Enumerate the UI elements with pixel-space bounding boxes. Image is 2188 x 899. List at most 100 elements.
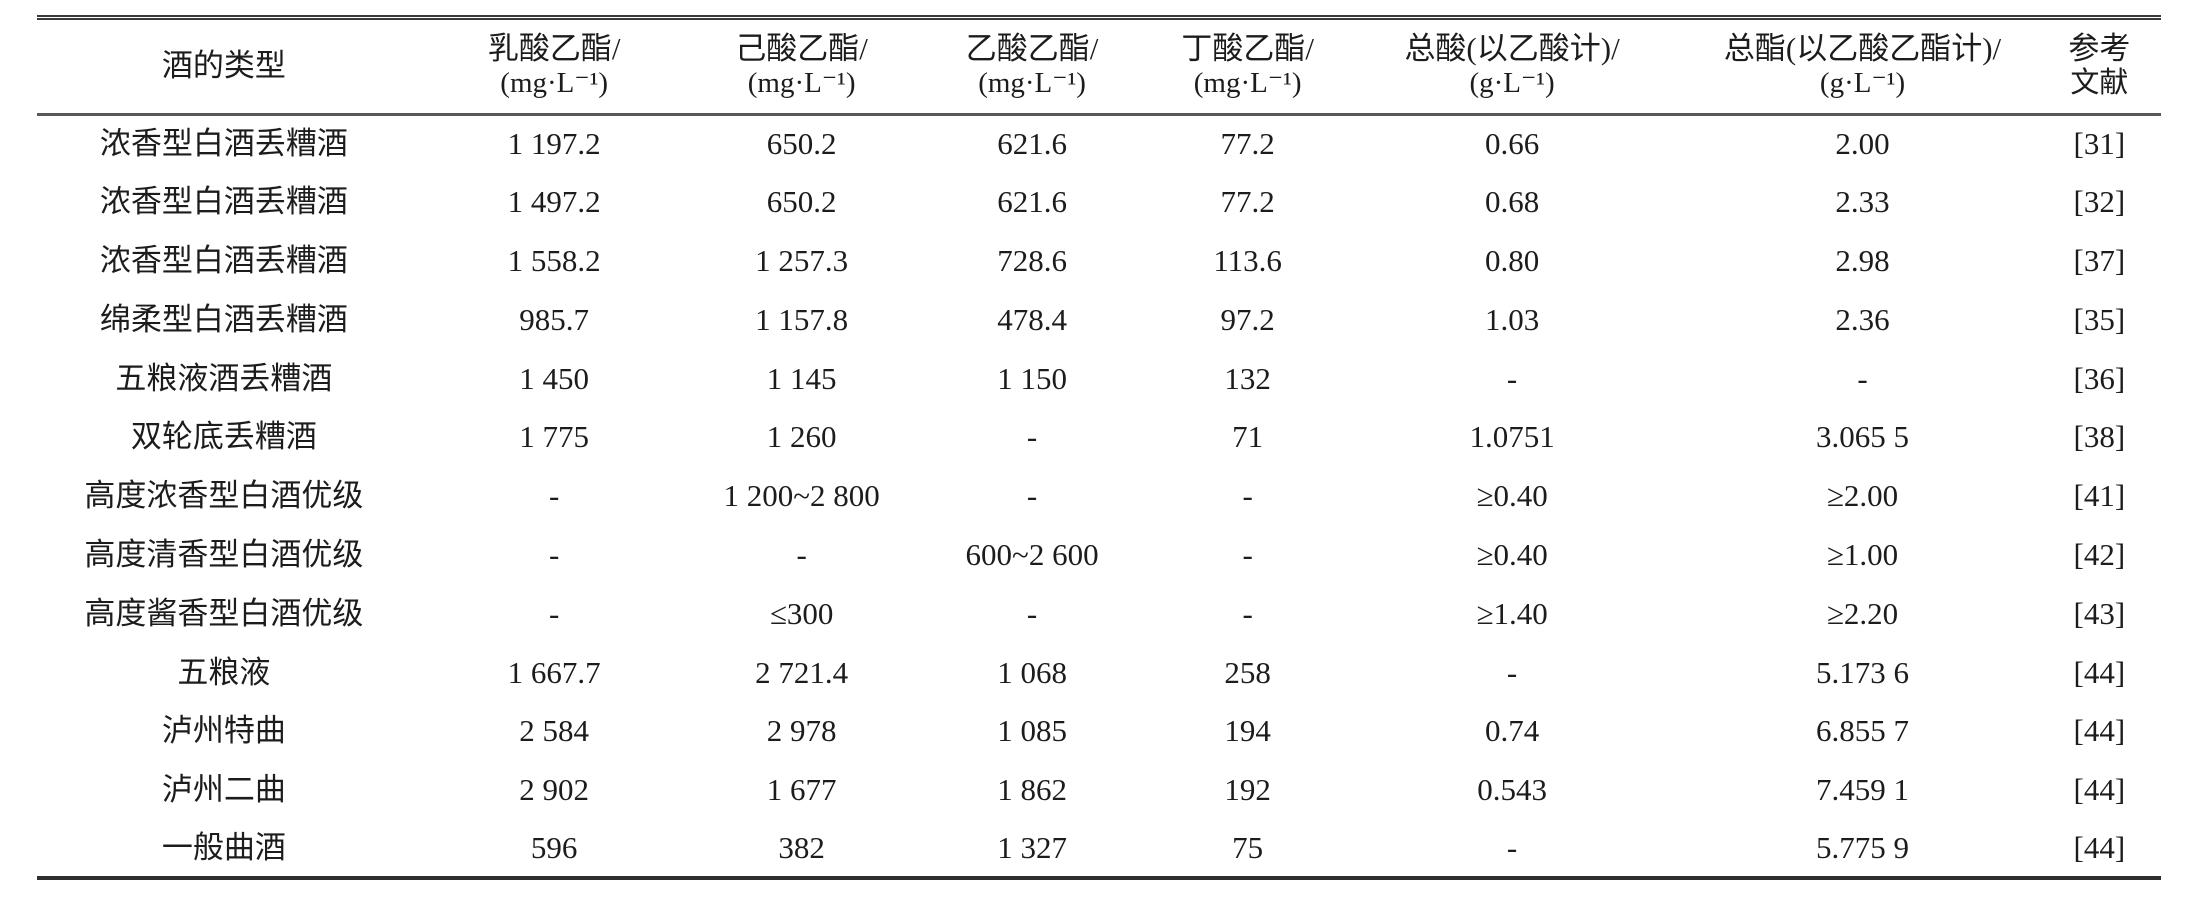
- liquor-type-cell: 浓香型白酒丢糟酒: [99, 126, 348, 162]
- value-cell: 1.0751: [1469, 419, 1555, 455]
- column-header: 丁酸乙酯/(mg·L⁻¹): [1158, 20, 1336, 114]
- column-header: 乳酸乙酯/(mg·L⁻¹): [411, 20, 698, 114]
- value-cell: 6.855 7: [1816, 713, 1910, 749]
- value-cell: 1 450: [519, 360, 590, 396]
- reference-cell: [36]: [2073, 360, 2126, 396]
- liquor-type-cell: 高度浓香型白酒优级: [84, 478, 364, 514]
- column-header-line1: 总酸(以乙酸计)/: [1404, 31, 1620, 67]
- value-cell: 2.36: [1835, 301, 1890, 337]
- value-cell: 650.2: [766, 126, 837, 162]
- table-row: 浓香型白酒丢糟酒 1 197.2 650.2 621.6 77.2 0.66 2.00 [31…: [37, 114, 2161, 173]
- value-cell: ≥0.40: [1476, 537, 1548, 572]
- table-top-rule: [37, 15, 2161, 20]
- value-cell: 0.543: [1477, 772, 1547, 808]
- reference-cell: [43]: [2073, 595, 2126, 631]
- value-cell: 985.7: [519, 301, 590, 337]
- value-cell: 600~2 600: [965, 537, 1099, 572]
- column-header-line1: 酒的类型: [161, 48, 286, 84]
- column-header: 参考 文献: [2038, 20, 2161, 114]
- table-row: 浓香型白酒丢糟酒 1 558.2 1 257.3 728.6 113.6 0.80 2.98…: [37, 232, 2161, 291]
- value-cell: ≥1.40: [1476, 595, 1548, 631]
- value-cell: 2.00: [1835, 126, 1890, 162]
- value-cell: 7.459 1: [1816, 772, 1910, 808]
- column-header-unit: (mg·L⁻¹): [747, 67, 856, 100]
- column-header-line1: 总酯(以乙酸乙酯计)/: [1723, 31, 2002, 67]
- value-cell: ≥0.40: [1476, 478, 1548, 514]
- liquor-type-cell: 高度清香型白酒优级: [84, 537, 364, 572]
- value-cell: 1 157.8: [755, 301, 849, 337]
- table-header: 酒的类型 乳酸乙酯/(mg·L⁻¹) 己酸乙酯/(mg·L⁻¹) 乙酸乙酯/(mg·L…: [37, 20, 2161, 114]
- value-cell: 621.6: [997, 184, 1067, 220]
- reference-cell: [37]: [2073, 243, 2126, 279]
- liquor-type-cell: 泸州特曲: [161, 713, 286, 749]
- column-header: 总酸(以乙酸计)/(g·L⁻¹): [1337, 20, 1687, 114]
- value-cell: 97.2: [1220, 301, 1275, 337]
- column-header-line1: 丁酸乙酯/: [1181, 31, 1314, 67]
- column-header-line1: 己酸乙酯/: [735, 31, 868, 67]
- column-header: 酒的类型: [37, 20, 411, 114]
- value-cell: -: [1857, 360, 1868, 396]
- value-cell: -: [1506, 654, 1518, 690]
- value-cell: 1 197.2: [507, 126, 601, 162]
- reference-cell: [38]: [2073, 419, 2126, 455]
- value-cell: 77.2: [1220, 184, 1275, 220]
- table-container: 酒的类型 乳酸乙酯/(mg·L⁻¹) 己酸乙酯/(mg·L⁻¹) 乙酸乙酯/(mg·L…: [37, 15, 2161, 881]
- value-cell: 1 260: [766, 419, 837, 455]
- value-cell: 0.66: [1484, 126, 1540, 162]
- value-cell: -: [549, 478, 560, 514]
- column-header-unit: 文献: [2070, 67, 2129, 100]
- liquor-type-cell: 五粮液酒丢糟酒: [115, 360, 333, 396]
- value-cell: 113.6: [1213, 243, 1282, 279]
- value-cell: 0.80: [1484, 243, 1540, 279]
- value-cell: 1 085: [997, 713, 1067, 749]
- value-cell: 1 200~2 800: [723, 478, 880, 514]
- value-cell: 2 978: [766, 713, 837, 749]
- column-header-line1: 参考: [2068, 31, 2131, 67]
- liquor-ester-content-table: 酒的类型 乳酸乙酯/(mg·L⁻¹) 己酸乙酯/(mg·L⁻¹) 乙酸乙酯/(mg·L…: [37, 20, 2161, 881]
- liquor-type-cell: 浓香型白酒丢糟酒: [99, 243, 348, 279]
- value-cell: 1 257.3: [755, 243, 849, 279]
- value-cell: 2 721.4: [755, 654, 849, 690]
- table-row: 高度浓香型白酒优级 - 1 200~2 800 - - ≥0.40 ≥2.00 [41]: [37, 467, 2161, 526]
- value-cell: ≥1.00: [1826, 537, 1899, 572]
- value-cell: -: [1242, 537, 1253, 572]
- column-header-unit: (g·L⁻¹): [1819, 67, 1906, 100]
- value-cell: 0.68: [1484, 184, 1540, 220]
- table-row: 高度酱香型白酒优级 - ≤300 - - ≥1.40 ≥2.20 [43]: [37, 584, 2161, 643]
- liquor-type-cell: 五粮液: [177, 654, 271, 690]
- value-cell: -: [549, 537, 560, 572]
- liquor-type-cell: 泸州二曲: [161, 772, 286, 808]
- liquor-type-cell: 绵柔型白酒丢糟酒: [99, 301, 348, 337]
- table-row: 泸州特曲 2 584 2 978 1 085 194 0.74 6.855 7 [44]: [37, 702, 2161, 761]
- header-row: 酒的类型 乳酸乙酯/(mg·L⁻¹) 己酸乙酯/(mg·L⁻¹) 乙酸乙酯/(mg·L…: [37, 20, 2161, 114]
- value-cell: 1 068: [997, 654, 1067, 690]
- value-cell: 1 327: [997, 829, 1067, 865]
- column-header-line1: 乙酸乙酯/: [965, 31, 1099, 67]
- value-cell: 132: [1224, 360, 1271, 396]
- column-header-line1: 乳酸乙酯/: [487, 31, 621, 67]
- reference-cell: [35]: [2073, 301, 2126, 337]
- value-cell: 2.98: [1835, 243, 1890, 279]
- value-cell: -: [1506, 829, 1518, 865]
- column-header: 乙酸乙酯/(mg·L⁻¹): [906, 20, 1159, 114]
- table-row: 高度清香型白酒优级 - - 600~2 600 - ≥0.40 ≥1.00 [42]: [37, 526, 2161, 585]
- table-row: 一般曲酒 596 382 1 327 75 - 5.775 9 [44]: [37, 820, 2161, 879]
- reference-cell: [44]: [2073, 772, 2126, 808]
- value-cell: 5.173 6: [1816, 654, 1910, 690]
- value-cell: 258: [1224, 654, 1271, 690]
- value-cell: 650.2: [766, 184, 837, 220]
- value-cell: -: [1026, 595, 1038, 631]
- table-row: 绵柔型白酒丢糟酒 985.7 1 157.8 478.4 97.2 1.03 2.36 [35…: [37, 290, 2161, 349]
- value-cell: 1 862: [997, 772, 1067, 808]
- value-cell: 596: [530, 829, 578, 865]
- column-header-unit: (g·L⁻¹): [1469, 67, 1555, 100]
- value-cell: 3.065 5: [1816, 419, 1910, 455]
- value-cell: 5.775 9: [1816, 829, 1910, 865]
- liquor-type-cell: 高度酱香型白酒优级: [84, 595, 364, 631]
- liquor-type-cell: 一般曲酒: [161, 829, 286, 865]
- reference-cell: [41]: [2073, 478, 2126, 514]
- column-header: 总酯(以乙酸乙酯计)/(g·L⁻¹): [1687, 20, 2037, 114]
- value-cell: 1 558.2: [507, 243, 601, 279]
- value-cell: -: [1026, 478, 1038, 514]
